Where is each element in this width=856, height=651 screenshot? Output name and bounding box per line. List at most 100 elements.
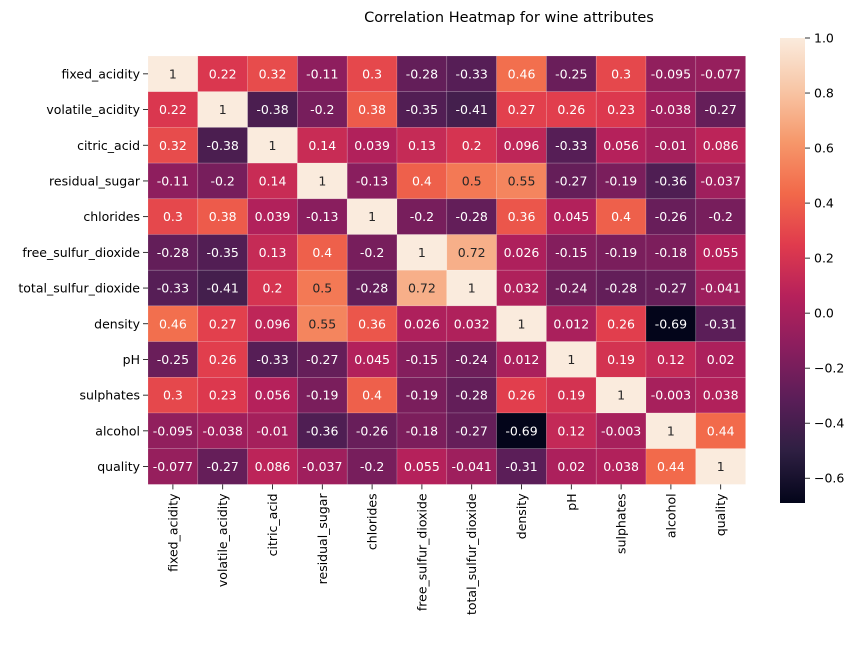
cell-value-label: -0.077 <box>153 459 193 474</box>
cell-value-label: 0.38 <box>358 102 386 117</box>
cell-value-label: -0.2 <box>360 245 384 260</box>
cell-value-label: 0.23 <box>607 102 635 117</box>
heatmap-cell <box>247 162 298 200</box>
heatmap-cell <box>147 91 199 128</box>
cell-value-label: 0.2 <box>263 281 283 296</box>
cell-value-label: -0.2 <box>410 209 434 224</box>
cell-value-label: 0.086 <box>703 138 739 153</box>
cell-value-label: -0.33 <box>456 66 488 81</box>
heatmap-cell <box>695 412 746 450</box>
cell-value-label: 0.36 <box>508 209 536 224</box>
cell-value-label: -0.27 <box>456 423 488 438</box>
cell-value-label: 1 <box>269 138 277 153</box>
cell-value-label: -0.18 <box>406 423 438 438</box>
cell-value-label: -0.041 <box>452 459 492 474</box>
heatmap-cell <box>297 55 348 93</box>
row-labels: fixed_acidity volatile_acidity citric_acid… <box>18 66 148 474</box>
cell-value-label: -0.24 <box>555 281 587 296</box>
cell-value-label: 0.056 <box>255 388 291 403</box>
cell-value-label: -0.35 <box>207 245 239 260</box>
cell-value-label: 0.19 <box>607 352 635 367</box>
row-label: total_sulfur_dioxide <box>18 281 140 296</box>
row-label: volatile_acidity <box>46 102 140 117</box>
cell-value-label: 0.32 <box>159 138 187 153</box>
heatmap-cell <box>297 448 348 485</box>
heatmap-cell <box>645 162 697 200</box>
heatmap-cell <box>197 412 248 450</box>
column-label: alcohol <box>663 493 678 538</box>
cell-value-label: -0.27 <box>207 459 239 474</box>
cell-value-label: 0.13 <box>408 138 436 153</box>
heatmap-cell <box>147 55 199 93</box>
row-label: sulphates <box>79 388 140 403</box>
cell-value-label: -0.01 <box>256 423 288 438</box>
cell-value-label: -0.28 <box>406 66 438 81</box>
heatmap-cell <box>396 162 448 200</box>
heatmap-cell <box>496 341 547 378</box>
heatmap-cell <box>446 127 497 164</box>
cell-value-label: -0.38 <box>207 138 239 153</box>
cell-value-label: -0.27 <box>306 352 338 367</box>
heatmap-cell <box>197 376 248 414</box>
cell-value-label: 1 <box>667 423 675 438</box>
cell-value-label: 0.056 <box>603 138 639 153</box>
heatmap-cell <box>197 91 248 128</box>
cell-value-label: 0.46 <box>508 66 536 81</box>
cell-value-label: -0.38 <box>256 102 288 117</box>
cell-value-label: -0.27 <box>655 281 687 296</box>
heatmap-cell <box>695 376 746 414</box>
cell-value-label: 0.02 <box>707 352 735 367</box>
cell-value-label: 0.12 <box>657 352 685 367</box>
cell-value-label: 0.096 <box>255 316 291 331</box>
row-label: residual_sugar <box>49 173 141 188</box>
cell-value-label: 0.5 <box>462 173 482 188</box>
cell-value-label: 1 <box>169 66 177 81</box>
heatmap-cell <box>247 269 298 307</box>
heatmap-cell <box>396 341 448 378</box>
cell-value-label: 0.2 <box>462 138 482 153</box>
heatmap-cell <box>346 305 398 342</box>
cell-value-label: 0.32 <box>259 66 287 81</box>
heatmap-cell <box>247 127 298 164</box>
cell-value-label: 0.22 <box>209 66 237 81</box>
cell-value-label: 0.032 <box>454 316 490 331</box>
cell-value-label: 0.27 <box>209 316 237 331</box>
cell-value-label: 0.26 <box>209 352 237 367</box>
heatmap-cell <box>645 412 697 450</box>
cell-value-label: -0.28 <box>605 281 637 296</box>
heatmap-cell <box>645 127 697 164</box>
heatmap-cell <box>147 341 199 378</box>
cell-value-label: -0.35 <box>406 102 438 117</box>
cell-value-label: -0.15 <box>555 245 587 260</box>
cell-value-label: 0.4 <box>611 209 631 224</box>
colorbar-gradient <box>780 38 805 503</box>
cell-value-label: 0.086 <box>255 459 291 474</box>
heatmap-cell <box>645 198 697 235</box>
heatmap-cell <box>297 91 348 128</box>
heatmap-cell <box>346 198 398 235</box>
column-label: citric_acid <box>265 493 280 556</box>
cell-value-label: 0.3 <box>611 66 631 81</box>
cell-value-label: -0.095 <box>651 66 691 81</box>
heatmap-cell <box>446 341 497 378</box>
heatmap-cell <box>247 55 298 93</box>
column-label: density <box>514 493 529 539</box>
cell-value-label: 0.14 <box>308 138 336 153</box>
heatmap-cell <box>645 448 697 485</box>
cell-value-label: 0.13 <box>259 245 287 260</box>
cell-value-label: 0.38 <box>209 209 237 224</box>
row-label: pH <box>123 352 140 367</box>
heatmap-cell <box>147 198 199 235</box>
heatmap-cell <box>695 55 746 93</box>
heatmap-cell <box>147 162 199 200</box>
cell-value-label: 1 <box>219 102 227 117</box>
cell-value-label: -0.01 <box>655 138 687 153</box>
heatmap-cell <box>546 341 597 378</box>
heatmap-cell <box>396 269 448 307</box>
heatmap-cell <box>645 376 697 414</box>
heatmap-cell <box>496 234 547 271</box>
heatmap-cell <box>247 305 298 342</box>
heatmap-cell <box>695 305 746 342</box>
cell-value-label: -0.041 <box>701 281 741 296</box>
heatmap-cell <box>695 127 746 164</box>
